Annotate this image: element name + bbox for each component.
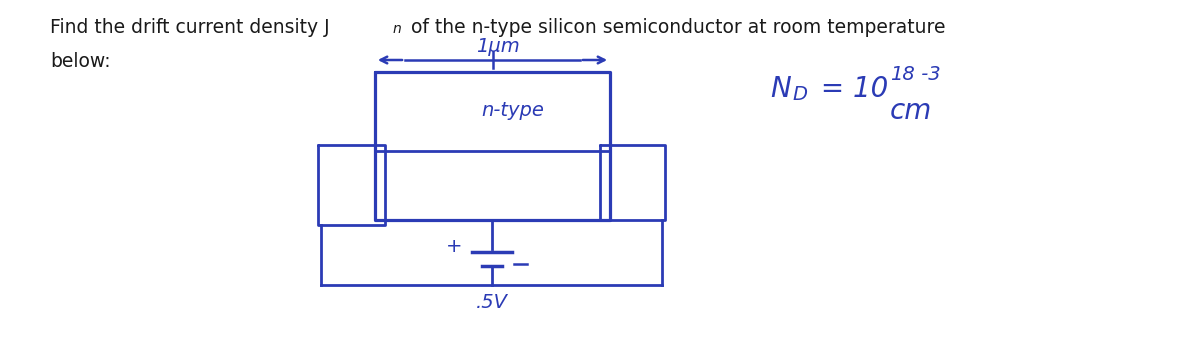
Text: N: N <box>770 75 791 103</box>
Text: of the n-type silicon semiconductor at room temperature: of the n-type silicon semiconductor at r… <box>406 18 946 37</box>
Text: n-type: n-type <box>481 100 544 119</box>
Text: n: n <box>394 22 402 36</box>
Text: -3: -3 <box>916 65 941 84</box>
Text: 18: 18 <box>890 65 914 84</box>
Text: cm: cm <box>890 97 932 125</box>
Text: D: D <box>792 85 808 104</box>
Text: +: + <box>445 237 462 256</box>
Text: Find the drift current density J: Find the drift current density J <box>50 18 330 37</box>
Text: 1μm: 1μm <box>475 37 520 56</box>
Text: = 10: = 10 <box>812 75 888 103</box>
Text: below:: below: <box>50 52 110 71</box>
Text: .5V: .5V <box>476 293 508 312</box>
